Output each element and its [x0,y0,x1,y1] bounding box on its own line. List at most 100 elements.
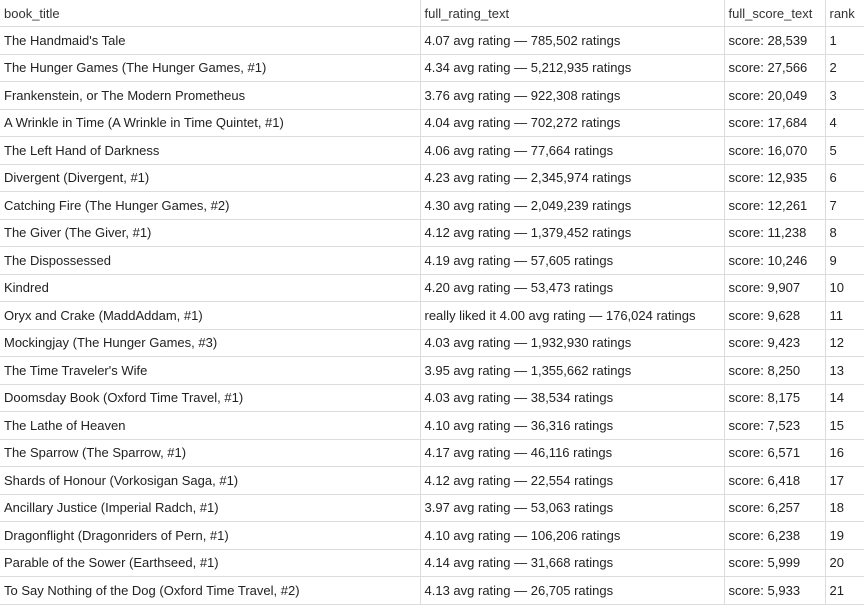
rank-cell: 2 [825,54,864,82]
table-row[interactable]: Oryx and Crake (MaddAddam, #1) really lik… [0,301,864,330]
score-text-cell: score: 12,261 [724,191,826,220]
rating-text-cell: 4.03 avg rating — 38,534 ratings [420,384,725,412]
book-title-cell: The Hunger Games (The Hunger Games, #1) [0,54,421,82]
score-text-cell: score: 8,175 [724,384,826,412]
rank-cell: 8 [825,219,864,247]
rank-cell: 18 [825,494,864,522]
score-text-cell: score: 5,933 [724,576,826,605]
book-title-cell: Doomsday Book (Oxford Time Travel, #1) [0,384,421,412]
table-row[interactable]: A Wrinkle in Time (A Wrinkle in Time Qui… [0,109,864,137]
table-row[interactable]: The Giver (The Giver, #1) 4.12 avg rating… [0,219,864,247]
rating-text-cell: 4.19 avg rating — 57,605 ratings [420,246,725,275]
score-text-cell: score: 9,628 [724,301,826,330]
table-row[interactable]: The Handmaid's Tale 4.07 avg rating — 785… [0,26,864,55]
table-row[interactable]: Kindred 4.20 avg rating — 53,473 ratings s… [0,274,864,302]
score-text-cell: score: 9,423 [724,329,826,357]
rank-cell: 12 [825,329,864,357]
score-text-cell: score: 17,684 [724,109,826,137]
column-header-book-title[interactable]: book_title [0,0,421,27]
rank-cell: 14 [825,384,864,412]
score-text-cell: score: 6,257 [724,494,826,522]
book-title-cell: The Time Traveler's Wife [0,356,421,385]
score-text-cell: score: 12,935 [724,164,826,192]
book-title-cell: A Wrinkle in Time (A Wrinkle in Time Qui… [0,109,421,137]
rank-cell: 15 [825,411,864,440]
score-text-cell: score: 6,571 [724,439,826,467]
rating-text-cell: 3.97 avg rating — 53,063 ratings [420,494,725,522]
book-title-cell: The Handmaid's Tale [0,26,421,55]
column-header-rank[interactable]: rank [825,0,864,27]
score-text-cell: score: 20,049 [724,81,826,110]
table-row[interactable]: The Left Hand of Darkness 4.06 avg rating… [0,136,864,165]
rating-text-cell: 4.34 avg rating — 5,212,935 ratings [420,54,725,82]
book-title-cell: Divergent (Divergent, #1) [0,164,421,192]
rank-cell: 16 [825,439,864,467]
rank-cell: 7 [825,191,864,220]
rank-cell: 21 [825,576,864,605]
book-title-cell: Shards of Honour (Vorkosigan Saga, #1) [0,466,421,495]
table-header: book_title full_rating_text full_score_t… [0,0,864,27]
rating-text-cell: 4.07 avg rating — 785,502 ratings [420,26,725,55]
rating-text-cell: 4.23 avg rating — 2,345,974 ratings [420,164,725,192]
table-row[interactable]: The Dispossessed 4.19 avg rating — 57,605… [0,246,864,275]
table-row[interactable]: Parable of the Sower (Earthseed, #1) 4.14… [0,549,864,577]
table-row[interactable]: Shards of Honour (Vorkosigan Saga, #1) 4.… [0,466,864,495]
rating-text-cell: 4.04 avg rating — 702,272 ratings [420,109,725,137]
book-title-cell: Kindred [0,274,421,302]
column-header-full-rating-text[interactable]: full_rating_text [420,0,725,27]
score-text-cell: score: 7,523 [724,411,826,440]
book-title-cell: Parable of the Sower (Earthseed, #1) [0,549,421,577]
rank-cell: 13 [825,356,864,385]
rating-text-cell: 4.12 avg rating — 1,379,452 ratings [420,219,725,247]
rank-cell: 6 [825,164,864,192]
table-row[interactable]: Mockingjay (The Hunger Games, #3) 4.03 av… [0,329,864,357]
book-title-cell: Mockingjay (The Hunger Games, #3) [0,329,421,357]
book-title-cell: To Say Nothing of the Dog (Oxford Time T… [0,576,421,605]
book-title-cell: Catching Fire (The Hunger Games, #2) [0,191,421,220]
score-text-cell: score: 16,070 [724,136,826,165]
rating-text-cell: 4.06 avg rating — 77,664 ratings [420,136,725,165]
book-title-cell: Oryx and Crake (MaddAddam, #1) [0,301,421,330]
book-title-cell: Ancillary Justice (Imperial Radch, #1) [0,494,421,522]
table-row[interactable]: Catching Fire (The Hunger Games, #2) 4.30… [0,191,864,220]
rating-text-cell: 3.76 avg rating — 922,308 ratings [420,81,725,110]
table-row[interactable]: Divergent (Divergent, #1) 4.23 avg rating… [0,164,864,192]
rating-text-cell: really liked it 4.00 avg rating — 176,02… [420,301,725,330]
table-row[interactable]: Ancillary Justice (Imperial Radch, #1) 3.… [0,494,864,522]
score-text-cell: score: 6,238 [724,521,826,550]
book-title-cell: Dragonflight (Dragonriders of Pern, #1) [0,521,421,550]
score-text-cell: score: 28,539 [724,26,826,55]
rating-text-cell: 4.12 avg rating — 22,554 ratings [420,466,725,495]
book-title-cell: Frankenstein, or The Modern Prometheus [0,81,421,110]
rank-cell: 19 [825,521,864,550]
book-title-cell: The Lathe of Heaven [0,411,421,440]
rank-cell: 11 [825,301,864,330]
rank-cell: 17 [825,466,864,495]
rating-text-cell: 4.17 avg rating — 46,116 ratings [420,439,725,467]
rating-text-cell: 4.13 avg rating — 26,705 ratings [420,576,725,605]
table-row[interactable]: To Say Nothing of the Dog (Oxford Time T… [0,576,864,605]
rating-text-cell: 4.14 avg rating — 31,668 ratings [420,549,725,577]
table-row[interactable]: Doomsday Book (Oxford Time Travel, #1) 4.… [0,384,864,412]
table-row[interactable]: The Time Traveler's Wife 3.95 avg rating … [0,356,864,385]
table-row[interactable]: Frankenstein, or The Modern Prometheus 3.… [0,81,864,110]
score-text-cell: score: 6,418 [724,466,826,495]
score-text-cell: score: 5,999 [724,549,826,577]
rating-text-cell: 4.10 avg rating — 36,316 ratings [420,411,725,440]
column-header-full-score-text[interactable]: full_score_text [724,0,826,27]
score-text-cell: score: 9,907 [724,274,826,302]
rank-cell: 5 [825,136,864,165]
table-row[interactable]: The Lathe of Heaven 4.10 avg rating — 36,… [0,411,864,440]
rating-text-cell: 4.20 avg rating — 53,473 ratings [420,274,725,302]
table-row[interactable]: The Sparrow (The Sparrow, #1) 4.17 avg ra… [0,439,864,467]
table-body: The Handmaid's Tale 4.07 avg rating — 785… [0,26,864,605]
book-title-cell: The Left Hand of Darkness [0,136,421,165]
rank-cell: 9 [825,246,864,275]
score-text-cell: score: 8,250 [724,356,826,385]
score-text-cell: score: 10,246 [724,246,826,275]
table-row[interactable]: Dragonflight (Dragonriders of Pern, #1) 4… [0,521,864,550]
table-row[interactable]: The Hunger Games (The Hunger Games, #1) 4… [0,54,864,82]
rank-cell: 1 [825,26,864,55]
rating-text-cell: 4.10 avg rating — 106,206 ratings [420,521,725,550]
